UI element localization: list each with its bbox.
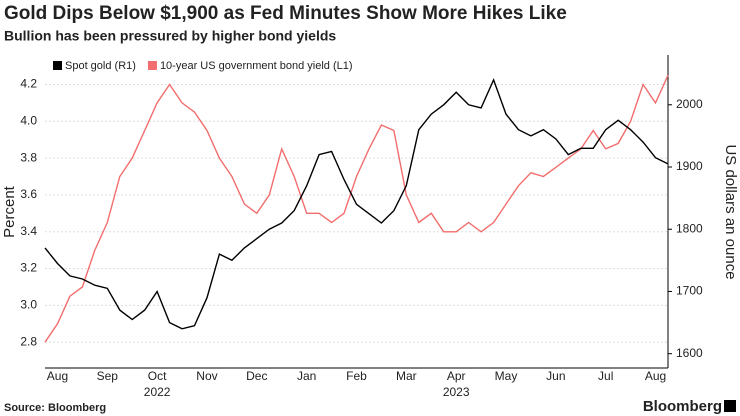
legend-swatch — [53, 61, 62, 70]
x-tick-label: Apr — [447, 369, 466, 383]
y-tick-label: 4.0 — [20, 113, 37, 127]
x-tick-label: Nov — [196, 369, 217, 383]
y-axis-label: Percent — [1, 185, 18, 238]
x-tick-label: May — [495, 369, 518, 383]
legend-box — [48, 57, 368, 75]
y2-tick-label: 1900 — [676, 159, 703, 173]
legend-label: Spot gold (R1) — [65, 60, 136, 72]
y-tick-label: 3.4 — [20, 224, 37, 238]
x-tick-label: Aug — [47, 369, 68, 383]
series-line — [44, 75, 669, 343]
series-line — [44, 78, 669, 330]
chart-title: Gold Dips Below $1,900 as Fed Minutes Sh… — [4, 3, 567, 24]
brand-icon — [724, 400, 736, 412]
y-tick-label: 2.8 — [20, 334, 37, 348]
y-tick-label: 4.2 — [20, 77, 37, 91]
y2-tick-label: 1600 — [676, 346, 703, 360]
x-tick-label: Oct — [148, 369, 167, 383]
x-tick-label: Sep — [97, 369, 119, 383]
legend-swatch — [147, 61, 157, 70]
x-tick-label: Jul — [598, 369, 613, 383]
y-tick-label: 3.0 — [20, 298, 37, 312]
x-tick-label: Mar — [396, 369, 417, 383]
brand: Bloomberg — [643, 398, 722, 415]
year-label: 2023 — [443, 385, 470, 399]
x-tick-label: Feb — [346, 369, 367, 383]
year-label: 2022 — [144, 385, 171, 399]
chart-subtitle: Bullion has been pressured by higher bon… — [4, 28, 336, 44]
x-tick-label: Jan — [297, 369, 316, 383]
y-tick-label: 3.2 — [20, 261, 37, 275]
y2-axis-label: US dollars an ounce — [722, 144, 739, 279]
x-tick-label: Aug — [645, 369, 666, 383]
x-tick-label: Dec — [246, 369, 267, 383]
y-tick-label: 3.8 — [20, 150, 37, 164]
y2-tick-label: 1800 — [676, 221, 703, 235]
y-tick-label: 3.6 — [20, 187, 37, 201]
legend-label: 10-year US government bond yield (L1) — [160, 60, 353, 72]
y2-tick-label: 2000 — [676, 97, 703, 111]
y2-tick-label: 1700 — [676, 284, 703, 298]
x-tick-label: Jun — [546, 369, 565, 383]
source: Source: Bloomberg — [4, 402, 106, 414]
